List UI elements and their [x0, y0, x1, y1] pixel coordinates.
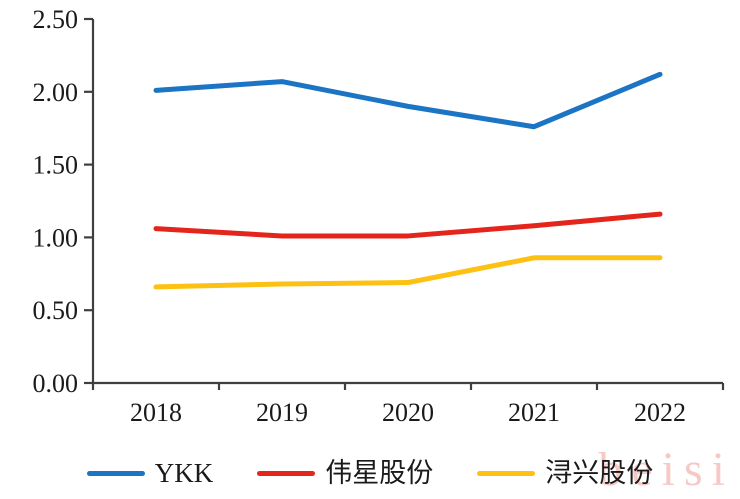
chart-legend: YKK 伟星股份 浔兴股份 — [0, 460, 740, 487]
svg-text:2.50: 2.50 — [33, 5, 79, 34]
legend-item-xunxing: 浔兴股份 — [477, 460, 653, 487]
svg-text:0.50: 0.50 — [33, 296, 79, 325]
svg-text:2.00: 2.00 — [33, 78, 79, 107]
svg-text:2021: 2021 — [508, 398, 560, 427]
legend-line-swatch-blue — [86, 471, 145, 476]
legend-label-ykk: YKK — [154, 458, 214, 488]
legend-line-swatch-yellow — [477, 471, 536, 476]
svg-text:1.50: 1.50 — [33, 151, 79, 180]
svg-text:2018: 2018 — [130, 398, 182, 427]
legend-item-weixing: 伟星股份 — [257, 460, 433, 487]
svg-text:0.00: 0.00 — [33, 369, 79, 398]
line-chart-plot-area: 0.00 0.50 1.00 1.50 2.00 2.50 2018 2019 2020 2021… — [33, 5, 725, 427]
svg-text:2020: 2020 — [382, 398, 434, 427]
svg-text:2022: 2022 — [634, 398, 686, 427]
svg-text:1.00: 1.00 — [33, 223, 79, 252]
legend-line-swatch-red — [257, 471, 316, 476]
legend-label-xunxing: 浔兴股份 — [545, 458, 654, 488]
legend-label-weixing: 伟星股份 — [325, 458, 434, 488]
legend-item-ykk: YKK — [86, 458, 214, 488]
svg-text:2019: 2019 — [256, 398, 308, 427]
